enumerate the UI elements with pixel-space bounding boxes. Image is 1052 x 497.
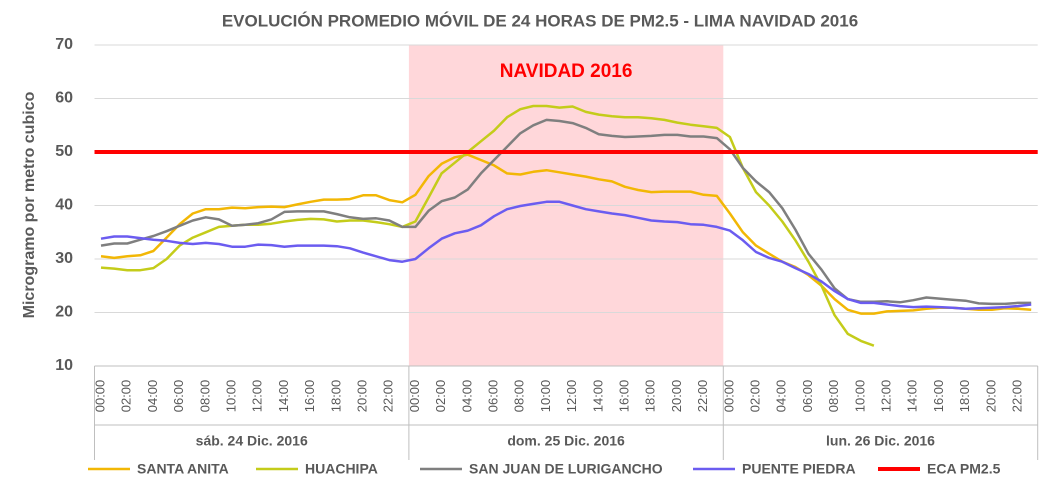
x-tick-label: 02:00 xyxy=(433,380,448,413)
x-tick-label: 16:00 xyxy=(931,380,946,413)
x-tick-label: 16:00 xyxy=(302,380,317,413)
legend-label: ECA PM2.5 xyxy=(927,461,1001,477)
series-line xyxy=(100,200,1032,311)
x-tick-label: 08:00 xyxy=(512,380,527,413)
x-tick-label: 02:00 xyxy=(119,380,134,413)
x-tick-label: 00:00 xyxy=(92,380,107,413)
x-tick-label: 18:00 xyxy=(957,380,972,413)
group-label: lun. 26 Dic. 2016 xyxy=(826,433,935,449)
x-tick-label: 22:00 xyxy=(1009,380,1024,413)
x-tick-label: 04:00 xyxy=(774,380,789,413)
x-tick-label: 10:00 xyxy=(538,380,553,413)
x-tick-label: 02:00 xyxy=(747,380,762,413)
legend-label: HUACHIPA xyxy=(305,461,378,477)
x-tick-label: 12:00 xyxy=(250,380,265,413)
x-tick-label: 10:00 xyxy=(852,380,867,413)
x-tick-label: 04:00 xyxy=(145,380,160,413)
x-tick-label: 06:00 xyxy=(800,380,815,413)
x-tick-label: 14:00 xyxy=(276,380,291,413)
x-tick-label: 08:00 xyxy=(826,380,841,413)
x-tick-label: 16:00 xyxy=(616,380,631,413)
x-tick-label: 20:00 xyxy=(354,380,369,413)
series-line xyxy=(100,118,1032,306)
y-tick-label: 10 xyxy=(55,357,73,374)
group-label: sáb. 24 Dic. 2016 xyxy=(196,433,308,449)
x-tick-label: 22:00 xyxy=(695,380,710,413)
series-line xyxy=(100,153,1032,315)
x-tick-label: 06:00 xyxy=(485,380,500,413)
x-tick-label: 12:00 xyxy=(878,380,893,413)
x-tick-label: 18:00 xyxy=(328,380,343,413)
x-tick-label: 18:00 xyxy=(643,380,658,413)
legend-label: SAN JUAN DE LURIGANCHO xyxy=(469,461,663,477)
x-tick-label: 12:00 xyxy=(564,380,579,413)
x-tick-label: 00:00 xyxy=(407,380,422,413)
annotation: NAVIDAD 2016 xyxy=(500,61,633,82)
y-tick-label: 30 xyxy=(55,250,73,267)
y-tick-label: 20 xyxy=(55,304,73,321)
x-tick-label: 08:00 xyxy=(197,380,212,413)
x-tick-label: 20:00 xyxy=(669,380,684,413)
y-axis-label: Microgramo por metro cubico xyxy=(21,91,38,318)
x-tick-label: 20:00 xyxy=(983,380,998,413)
x-tick-label: 14:00 xyxy=(905,380,920,413)
y-tick-label: 50 xyxy=(55,143,73,160)
y-tick-label: 40 xyxy=(55,197,73,214)
group-label: dom. 25 Dic. 2016 xyxy=(507,433,625,449)
y-tick-label: 60 xyxy=(55,90,73,107)
x-tick-label: 04:00 xyxy=(459,380,474,413)
x-tick-label: 06:00 xyxy=(171,380,186,413)
legend-label: PUENTE PIEDRA xyxy=(742,461,856,477)
y-tick-label: 70 xyxy=(55,36,73,53)
x-tick-label: 22:00 xyxy=(381,380,396,413)
legend-label: SANTA ANITA xyxy=(137,461,229,477)
x-tick-label: 00:00 xyxy=(721,380,736,413)
chart-title: EVOLUCIÓN PROMEDIO MÓVIL DE 24 HORAS DE … xyxy=(222,11,858,30)
x-tick-label: 14:00 xyxy=(590,380,605,413)
x-tick-label: 10:00 xyxy=(223,380,238,413)
